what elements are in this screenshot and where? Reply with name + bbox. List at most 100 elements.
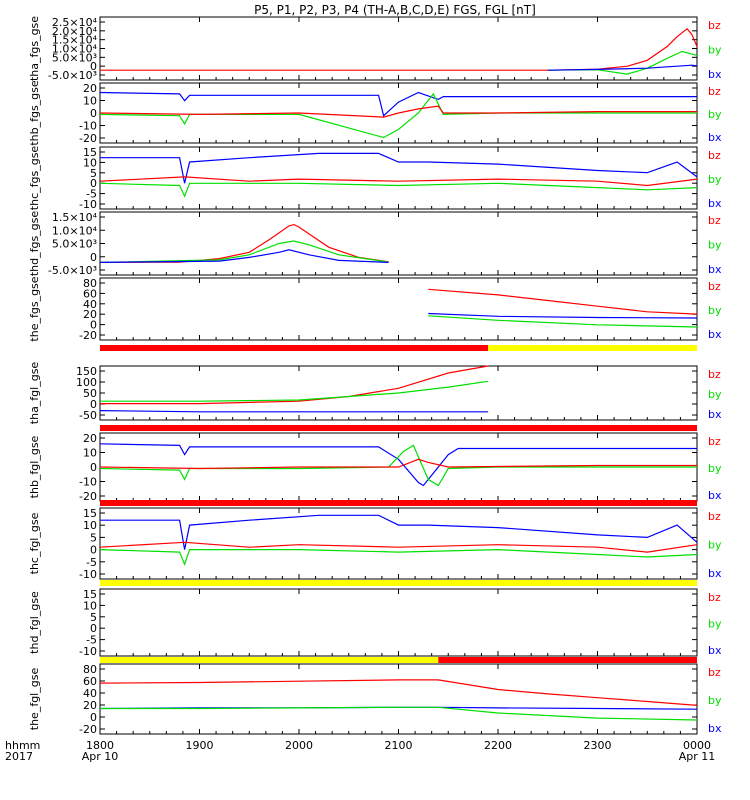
y-tick-label: 60 — [83, 287, 97, 300]
y-tick-label: 2.0×10⁴ — [52, 25, 98, 38]
panel-frame — [99, 588, 698, 657]
series-bz — [99, 679, 698, 706]
legend-by: by — [708, 388, 722, 401]
x-tick-label: 2300 — [584, 739, 612, 752]
legend-bz: bz — [708, 214, 721, 227]
y-axis-label: thc_fgl_gse — [28, 512, 41, 574]
x-tick-label: 1800 — [86, 739, 114, 752]
series-by — [99, 240, 389, 263]
legend-bx: bx — [708, 68, 722, 81]
legend-bx: bx — [708, 722, 722, 735]
y-tick-label: -20 — [79, 329, 97, 342]
legend-bx: bx — [708, 197, 722, 210]
y-tick-label: -10 — [79, 120, 97, 133]
series-bx — [99, 249, 389, 263]
y-tick-label: -5 — [86, 188, 97, 201]
series-bx — [100, 152, 698, 184]
y-axis-label: tha_fgs_gse — [28, 16, 41, 81]
series-bx — [100, 514, 698, 550]
y-tick-label: 0 — [90, 622, 97, 635]
y-axis-label: thd_fgs_gse — [28, 211, 41, 277]
panel-tha_fgs_gse: 2.5×10⁴2.0×10⁴1.5×10⁴1.0×10⁴5.0×10³0-5.0… — [28, 16, 722, 82]
y-tick-label: 1.0×10⁴ — [52, 43, 98, 56]
panel-thb_fgl_gse: 20 100 -10-20 thb_fgl_gse bz by bx — [28, 432, 722, 503]
time-row-label: hhmm — [5, 739, 40, 752]
status-bar-segment — [100, 425, 697, 431]
series-by — [99, 92, 697, 139]
series-by — [99, 182, 698, 198]
y-tick-label: -20 — [79, 490, 97, 503]
series-by — [100, 380, 489, 402]
y-tick-label: 80 — [83, 277, 97, 290]
y-tick-label: 80 — [83, 663, 97, 676]
y-tick-label: 40 — [83, 298, 97, 311]
legend-by: by — [708, 462, 722, 475]
y-tick-label: 150 — [76, 365, 97, 378]
y-tick-label: 5 — [90, 611, 97, 624]
legend-bz: bz — [708, 149, 721, 162]
y-tick-label: 1.5×10⁴ — [52, 211, 98, 224]
legend-by: by — [708, 618, 722, 631]
year-row-label: 2017 — [5, 750, 33, 763]
panel-frame — [99, 507, 698, 580]
panels: 2.5×10⁴2.0×10⁴1.5×10⁴1.0×10⁴5.0×10³0-5.0… — [28, 16, 722, 736]
y-tick-label: 5 — [90, 531, 97, 544]
legend-by: by — [708, 173, 722, 186]
status-bar-segment — [100, 657, 439, 663]
y-tick-label: -10 — [79, 198, 97, 211]
y-axis-label: the_fgs_gse — [28, 276, 41, 341]
legend-bx: bx — [708, 131, 722, 144]
series-by — [428, 315, 698, 328]
legend-bz: bz — [708, 666, 721, 679]
series-bx — [99, 91, 697, 117]
legend-by: by — [708, 539, 722, 552]
status-bars — [100, 345, 697, 663]
legend-bz: bz — [708, 85, 721, 98]
series-bz — [100, 27, 698, 71]
y-tick-label: 10 — [83, 156, 97, 169]
y-tick-label: 0 — [90, 398, 97, 411]
legend-bz: bz — [708, 368, 721, 381]
y-tick-label: -50 — [79, 409, 97, 422]
series-by — [99, 444, 697, 487]
y-tick-label: -5.0×10³ — [48, 69, 97, 82]
y-tick-label: 10 — [83, 519, 97, 532]
y-tick-label: 10 — [83, 599, 97, 612]
y-tick-label: -10 — [79, 645, 97, 658]
legend-bx: bx — [708, 567, 722, 580]
legend-bz: bz — [708, 510, 721, 523]
series-by — [100, 706, 698, 721]
y-axis-label: the_fgl_gse — [28, 668, 41, 731]
y-tick-label: 60 — [83, 675, 97, 688]
series-bz — [99, 541, 698, 553]
legend-by: by — [708, 239, 722, 252]
y-tick-label: 15 — [83, 507, 97, 520]
legend-by: by — [708, 304, 722, 317]
series-bx — [99, 443, 697, 487]
y-tick-label: 0 — [90, 711, 97, 724]
y-tick-label: 10 — [83, 95, 97, 108]
legend-bx: bx — [708, 328, 722, 341]
y-tick-label: 5.0×10³ — [52, 51, 97, 64]
series-by — [99, 548, 698, 567]
series-bz — [99, 223, 389, 263]
legend-bz: bz — [708, 19, 721, 32]
series-by — [547, 50, 698, 75]
x-tick-label: 2100 — [385, 739, 413, 752]
y-tick-label: 0 — [90, 319, 97, 332]
panel-frame — [99, 146, 698, 210]
y-tick-label: 0 — [90, 177, 97, 190]
series-bz — [428, 288, 698, 315]
y-tick-label: -20 — [79, 132, 97, 145]
series-bz — [99, 458, 697, 470]
y-tick-label: 20 — [83, 432, 97, 445]
y-tick-label: 5.0×10³ — [52, 238, 97, 251]
y-tick-label: 0 — [90, 251, 97, 264]
